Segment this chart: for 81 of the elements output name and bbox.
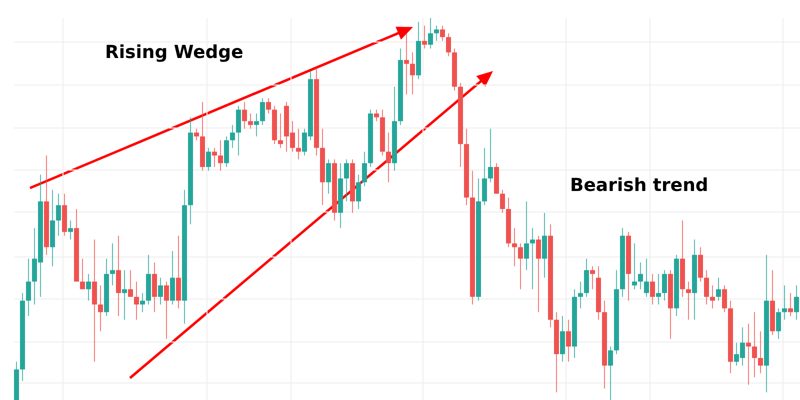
candlestick <box>566 319 571 362</box>
candlestick <box>278 113 283 148</box>
candlestick <box>374 109 379 122</box>
candlestick <box>716 277 721 302</box>
candlestick <box>116 235 121 316</box>
candlestick <box>440 25 445 42</box>
candlestick <box>26 258 31 316</box>
candlestick <box>128 270 133 298</box>
candlestick <box>656 273 661 305</box>
candlestick <box>434 25 439 42</box>
annotation: Bearish trend <box>570 175 708 196</box>
candlestick <box>356 174 361 210</box>
candlestick <box>428 18 433 50</box>
candlestick <box>224 136 229 168</box>
candlestick <box>698 246 703 282</box>
candlestick <box>242 102 247 130</box>
candlestick <box>608 346 613 400</box>
candlestick <box>110 242 115 286</box>
candlestick <box>578 281 583 309</box>
candlestick <box>134 281 139 320</box>
candlestick <box>68 220 73 240</box>
candlestick <box>530 228 535 290</box>
candlestick <box>158 277 163 305</box>
candlestick <box>152 262 157 313</box>
candlestick <box>404 32 409 95</box>
candlestick <box>758 330 763 374</box>
candlestick <box>164 281 169 340</box>
candlestick <box>650 273 655 305</box>
candlestick <box>170 250 175 305</box>
candlestick <box>254 113 259 137</box>
candlestick <box>362 151 367 187</box>
candlestick <box>704 270 709 305</box>
candlestick <box>518 242 523 290</box>
candlestick <box>686 281 691 320</box>
candlestick <box>536 235 541 313</box>
candlestick <box>422 25 427 50</box>
candlestick <box>794 284 799 320</box>
candlestick <box>212 147 217 168</box>
candlestick <box>662 270 667 302</box>
annotation: Rising Wedge <box>105 42 244 63</box>
candlestick <box>326 158 331 194</box>
candlestick <box>230 124 235 148</box>
candlestick <box>512 228 517 267</box>
candlestick <box>260 98 265 126</box>
candlestick <box>176 235 181 309</box>
candlestick <box>56 193 61 236</box>
candlestick <box>410 52 415 95</box>
candlestick <box>776 308 781 340</box>
candlestick <box>248 113 253 130</box>
candlestick <box>584 258 589 298</box>
candlestick <box>560 315 565 362</box>
candlestick <box>632 242 637 290</box>
candlestick <box>542 212 547 278</box>
candlestick <box>524 200 529 271</box>
candlestick <box>266 98 271 114</box>
candlestick <box>722 284 727 313</box>
candlestick <box>296 128 301 160</box>
candlestick <box>788 292 793 316</box>
candlestick <box>446 32 451 57</box>
candlestick <box>122 270 127 320</box>
candlestick <box>482 147 487 206</box>
candlestick <box>236 105 241 156</box>
candlestick <box>86 273 91 302</box>
candlestick <box>206 147 211 172</box>
candlestick <box>746 323 751 386</box>
candlestick <box>644 258 649 298</box>
candlestick <box>386 132 391 183</box>
candlestick <box>638 262 643 290</box>
candlestick <box>218 140 223 172</box>
candlestick <box>500 189 505 214</box>
candlestick <box>344 158 349 202</box>
candlestick <box>92 239 97 362</box>
candlestick <box>752 312 757 378</box>
candlestick <box>590 266 595 290</box>
candlestick <box>194 128 199 141</box>
candlestick <box>782 284 787 320</box>
candlestick <box>80 258 85 290</box>
candlestick <box>140 292 145 313</box>
candlestick <box>710 284 715 309</box>
candlestick <box>488 128 493 183</box>
candlestick <box>98 284 103 332</box>
